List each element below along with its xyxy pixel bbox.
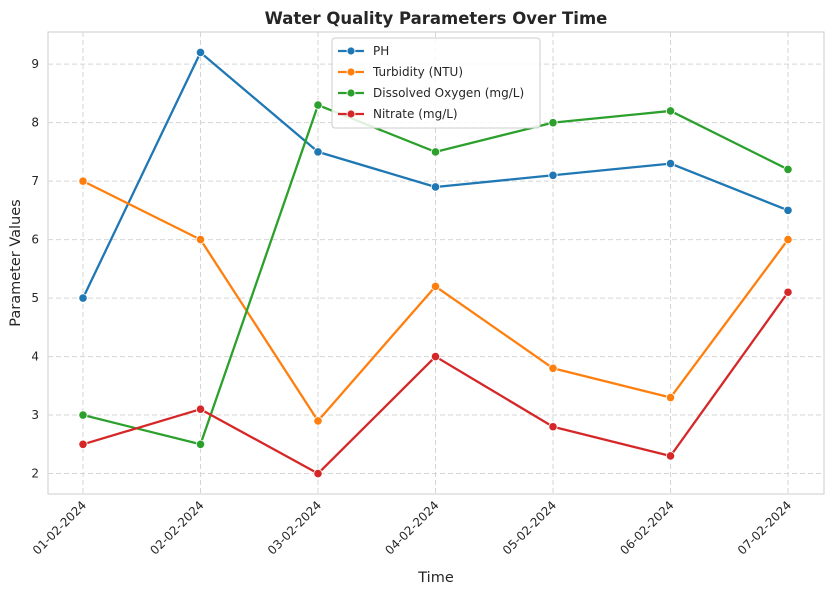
x-tick-label: 02-02-2024 xyxy=(147,498,206,557)
legend-swatch-marker xyxy=(346,67,356,77)
data-point xyxy=(783,287,793,297)
x-tick-label: 05-02-2024 xyxy=(500,498,559,557)
data-point xyxy=(548,170,558,180)
legend-swatch-marker xyxy=(346,109,356,119)
data-point xyxy=(430,351,441,362)
data-point xyxy=(783,164,793,175)
data-point xyxy=(783,235,793,245)
x-tick-label: 01-02-2024 xyxy=(30,498,89,557)
data-point xyxy=(78,293,88,303)
y-tick-label: 2 xyxy=(31,467,39,481)
legend: PH Turbidity (NTU) Dissolved Oxygen (mg/L)… xyxy=(331,37,541,129)
legend-label: Dissolved Oxygen (mg/L) xyxy=(373,86,524,100)
chart-title: Water Quality Parameters Over Time xyxy=(265,9,608,28)
legend-label: Turbidity (NTU) xyxy=(372,65,463,79)
data-point xyxy=(548,118,558,128)
y-tick-label: 6 xyxy=(31,233,39,247)
x-axis-ticks: 01-02-2024 02-02-2024 03-02-2024 04-02-2024… xyxy=(30,498,794,557)
legend-label: Nitrate (mg/L) xyxy=(373,107,458,121)
y-tick-label: 9 xyxy=(31,57,39,71)
data-point xyxy=(78,410,88,420)
data-point xyxy=(548,363,558,373)
y-tick-label: 8 xyxy=(31,116,39,130)
legend-box xyxy=(331,37,541,129)
data-point xyxy=(430,147,441,157)
data-point xyxy=(195,47,206,58)
y-tick-label: 4 xyxy=(31,350,39,364)
data-point xyxy=(78,439,88,449)
data-point xyxy=(665,158,676,169)
y-tick-label: 7 xyxy=(31,174,39,188)
data-point xyxy=(195,404,206,414)
data-point xyxy=(665,451,676,461)
data-point xyxy=(313,416,323,426)
data-point xyxy=(195,439,206,449)
x-tick-label: 07-02-2024 xyxy=(735,498,794,557)
data-point xyxy=(665,392,676,403)
x-tick-label: 04-02-2024 xyxy=(382,498,441,557)
data-point xyxy=(313,468,323,479)
data-point xyxy=(430,182,441,192)
legend-label: PH xyxy=(373,44,389,58)
y-axis-title: Parameter Values xyxy=(8,199,24,326)
y-tick-label: 5 xyxy=(31,291,39,305)
data-point xyxy=(78,176,88,186)
x-axis-title: Time xyxy=(417,570,454,586)
series-lines xyxy=(78,47,793,479)
legend-swatch-marker xyxy=(346,46,356,56)
data-point xyxy=(665,106,676,116)
x-tick-label: 03-02-2024 xyxy=(265,498,324,557)
y-tick-label: 3 xyxy=(31,408,39,422)
x-tick-label: 06-02-2024 xyxy=(617,498,676,557)
data-point xyxy=(195,235,206,245)
y-axis-ticks: 2 3 4 5 6 7 8 9 xyxy=(31,57,39,480)
data-point xyxy=(430,281,441,291)
legend-swatch-marker xyxy=(346,88,356,98)
data-point xyxy=(783,205,793,215)
data-point xyxy=(313,100,323,110)
data-point xyxy=(548,422,558,432)
data-point xyxy=(313,147,323,157)
